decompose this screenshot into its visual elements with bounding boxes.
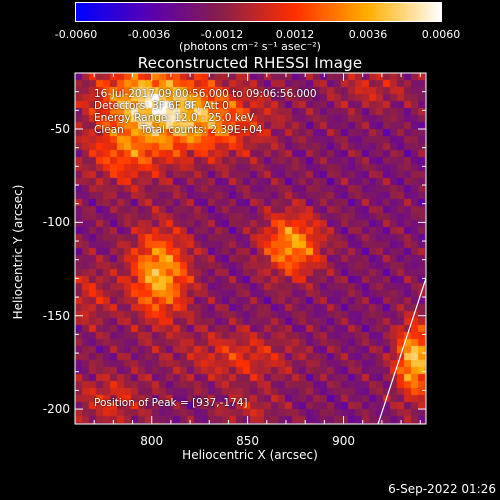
colorbar-tick-label: 0.0012 xyxy=(275,28,315,41)
colorbar-unit-label: (photons cm⁻² s⁻¹ asec⁻²) xyxy=(179,40,321,53)
x-tick-label: 800 xyxy=(140,434,164,448)
heatmap-image xyxy=(75,73,426,424)
y-axis-title: Heliocentric Y (arcsec) xyxy=(11,184,25,320)
x-tick-label: 900 xyxy=(332,434,355,448)
colorbar-gradient xyxy=(75,2,442,22)
colorbar-tick-label: 0.0036 xyxy=(348,28,388,41)
y-tick-label: -100 xyxy=(42,215,70,230)
colorbar-tick-label: 0.0060 xyxy=(421,28,461,41)
y-tick-label: -200 xyxy=(42,402,70,417)
timestamp: 6-Sep-2022 01:26 xyxy=(388,482,496,496)
y-tick-label: -150 xyxy=(42,308,70,323)
info-detectors: Detectors: 3F 6F 8F, Att 0 xyxy=(94,100,229,112)
x-tick-label: 850 xyxy=(236,434,260,448)
peak-position-label: Position of Peak = [937,-174] xyxy=(94,397,248,409)
solar-limb-line xyxy=(377,278,427,425)
colorbar-tick-label: -0.0036 xyxy=(127,28,171,41)
x-axis-title: Heliocentric X (arcsec) xyxy=(182,448,318,462)
info-energy-range: Energy Range: 12.0 - 25.0 keV xyxy=(94,112,255,124)
info-time-range: 16-Jul-2017 09:00:56.000 to 09:06:56.000 xyxy=(94,88,317,100)
colorbar-tick-label: -0.0060 xyxy=(54,28,98,41)
plot-frame xyxy=(74,72,427,425)
chart-title: Reconstructed RHESSI Image xyxy=(137,54,363,72)
info-clean-counts: Clean Total counts: 2.39E+04 xyxy=(94,124,263,136)
colorbar-tick-label: -0.0012 xyxy=(200,28,244,41)
y-tick-label: -50 xyxy=(50,122,70,136)
